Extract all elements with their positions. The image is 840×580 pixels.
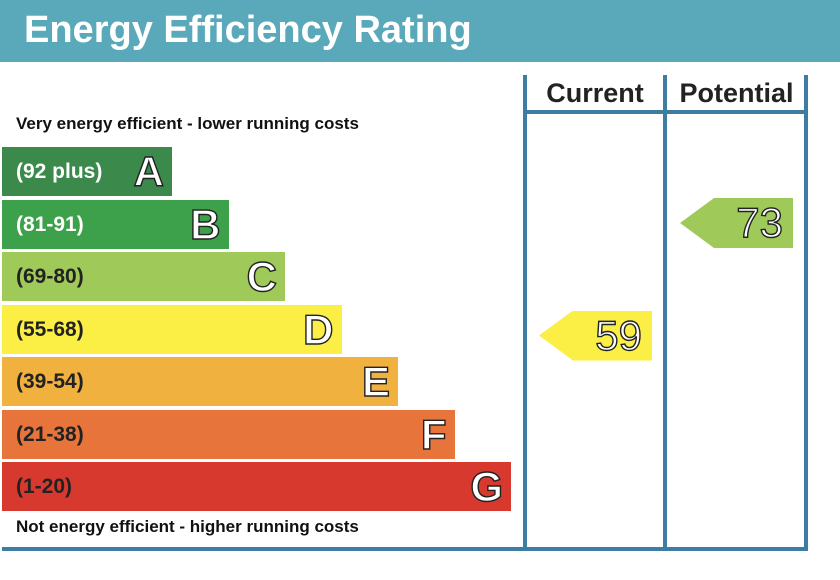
band-a: (92 plus) A	[2, 147, 172, 196]
current-column-header: Current	[546, 78, 644, 108]
band-range-label: (81-91)	[16, 212, 84, 236]
band-range-label: (21-38)	[16, 422, 84, 446]
band-range-label: (69-80)	[16, 265, 84, 288]
band-letter: D	[302, 305, 334, 353]
current-rating-value: 59	[595, 311, 643, 359]
top-caption: Very energy efficient - lower running co…	[16, 114, 359, 133]
bottom-caption: Not energy efficient - higher running co…	[16, 517, 359, 536]
band-c: (69-80) C	[2, 252, 285, 301]
band-letter: B	[189, 200, 221, 248]
potential-rating-value: 73	[736, 198, 784, 246]
band-letter: F	[420, 410, 447, 458]
band-range-label: (1-20)	[16, 475, 73, 498]
band-range-label: (39-54)	[16, 370, 84, 393]
title-bar: Energy Efficiency Rating	[0, 0, 840, 62]
potential-column-header: Potential	[679, 78, 794, 108]
band-b: (81-91) B	[2, 199, 229, 249]
band-letter: G	[470, 462, 504, 510]
band-letter: A	[133, 147, 165, 195]
band-letter: C	[246, 252, 278, 300]
band-range-label: (92 plus)	[16, 160, 103, 183]
band-f: (21-38) F	[2, 409, 455, 459]
band-range-label: (55-68)	[16, 317, 84, 341]
band-d: (55-68) D	[2, 304, 342, 354]
band-letter: E	[361, 357, 390, 405]
band-g: (1-20) G	[2, 462, 511, 511]
band-e: (39-54) E	[2, 357, 398, 406]
chart-title: Energy Efficiency Rating	[24, 9, 472, 51]
